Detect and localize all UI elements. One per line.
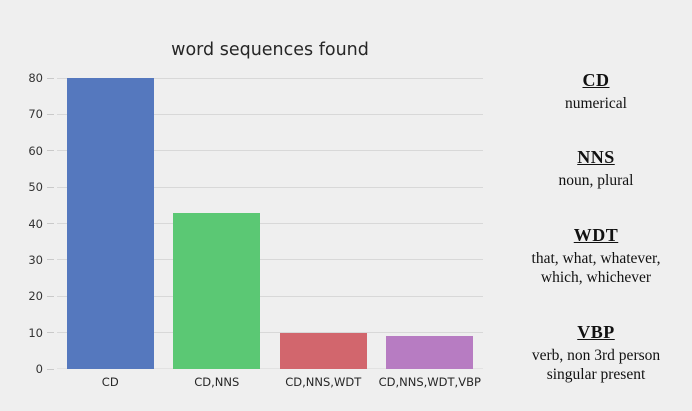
legend-definition-line: singular present xyxy=(546,365,646,383)
x-axis-baseline xyxy=(57,368,483,369)
pos-tag-legend: CD numerical NNS noun, plural WDT that, what,… xyxy=(500,70,692,384)
y-tick-mark xyxy=(47,150,54,152)
y-tick-label: 20 xyxy=(28,289,43,304)
y-tick-mark xyxy=(47,332,54,334)
legend-term: WDT xyxy=(573,224,619,245)
y-tick-mark xyxy=(47,223,54,224)
bar-cd-nns-wdt-vbp xyxy=(386,336,474,369)
plot-area: 0 10 20 30 40 50 60 70 80 CD CD,NNS CD,NNS,WDT CD,NN… xyxy=(28,71,483,389)
x-tick-label: CD,NNS,WDT xyxy=(285,375,362,389)
gridline xyxy=(57,332,483,334)
gridline xyxy=(57,186,483,188)
y-tick-mark xyxy=(47,368,54,370)
y-tick-label: 70 xyxy=(28,107,43,122)
legend-term: NNS xyxy=(577,147,615,168)
x-tick-label: CD,NNS,WDT,VBP xyxy=(378,375,481,389)
legend-term: VBP xyxy=(577,321,615,342)
bar-cd-nns xyxy=(173,212,261,369)
y-tick-label: 0 xyxy=(35,362,43,376)
y-tick-mark xyxy=(47,77,54,79)
bar-cd-nns-wdt xyxy=(279,332,367,369)
y-tick-mark xyxy=(47,259,54,261)
gridline xyxy=(57,113,483,115)
legend-entry-wdt: WDT that, what, whatever, which, whichever xyxy=(532,225,661,288)
legend-entry-cd: CD numerical xyxy=(565,70,627,113)
legend-term: CD xyxy=(582,70,610,90)
legend-entry-vbp: VBP verb, non 3rd person singular present xyxy=(532,322,660,385)
bar-cd xyxy=(66,78,154,369)
gridline xyxy=(57,77,483,79)
y-tick-label: 40 xyxy=(28,216,43,231)
legend-definition-line: verb, non 3rd person xyxy=(531,346,661,364)
gridline xyxy=(57,150,483,152)
chart-title: word sequences found xyxy=(171,40,369,60)
legend-entry-nns: NNS noun, plural xyxy=(559,147,634,190)
y-tick-mark xyxy=(47,113,54,115)
y-tick-label: 60 xyxy=(28,143,43,158)
y-tick-mark xyxy=(47,295,54,297)
y-tick-label: 10 xyxy=(28,325,43,340)
gridline xyxy=(57,295,483,297)
gridline xyxy=(57,223,483,224)
legend-definition-line: noun, plural xyxy=(558,172,634,190)
x-tick-label: CD,NNS xyxy=(194,375,240,389)
y-tick-label: 50 xyxy=(28,180,43,195)
gridline xyxy=(57,259,483,261)
y-tick-label: 80 xyxy=(28,71,43,85)
x-tick-label: CD xyxy=(101,375,119,389)
y-tick-label: 30 xyxy=(28,252,43,267)
legend-definition-line: numerical xyxy=(565,95,627,112)
y-tick-mark xyxy=(47,186,54,188)
legend-definition-line: which, whichever xyxy=(540,269,652,287)
legend-definition-line: that, what, whatever, xyxy=(531,249,661,267)
